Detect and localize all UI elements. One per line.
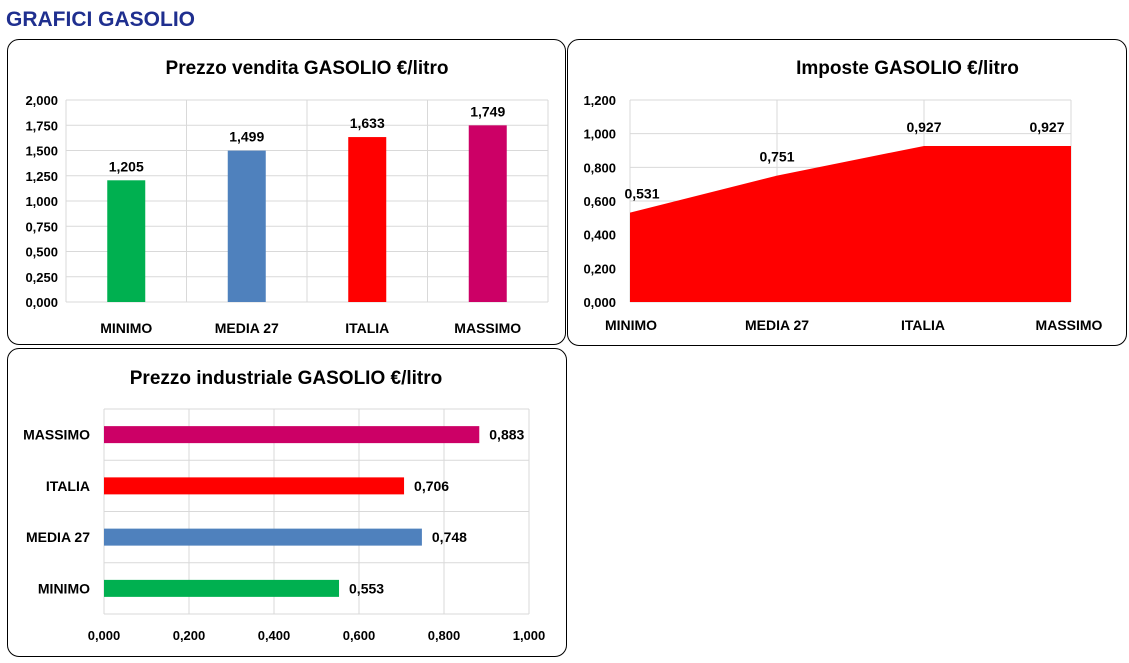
data-label: 0,553 <box>349 580 384 596</box>
data-label: 0,883 <box>489 427 524 443</box>
data-label: 1,749 <box>470 103 505 119</box>
bar-minimo <box>104 579 340 597</box>
x-tick-label: 1,000 <box>513 628 546 643</box>
page-title: GRAFICI GASOLIO <box>6 8 195 31</box>
y-tick-label: MINIMO <box>38 580 90 596</box>
x-tick-label: 0,600 <box>343 628 376 643</box>
bar-media-27 <box>227 150 266 302</box>
x-tick-label: MEDIA 27 <box>745 317 809 333</box>
y-tick-label: 0,600 <box>583 194 616 209</box>
chart-title: Prezzo industriale GASOLIO €/litro <box>130 368 443 389</box>
x-tick-label: ITALIA <box>345 320 389 336</box>
bar-massimo <box>104 426 480 444</box>
x-tick-label: MASSIMO <box>454 320 521 336</box>
hbar-chart-prezzo-industriale: Prezzo industriale GASOLIO €/litro 0,000 0… <box>23 368 546 643</box>
chart-panel-prezzo-industriale: Prezzo industriale GASOLIO €/litro 0,000 0… <box>7 348 567 657</box>
data-label: 1,499 <box>229 129 264 145</box>
y-tick-label: 1,200 <box>583 93 616 108</box>
x-tick-label: 0,400 <box>258 628 291 643</box>
y-tick-label: 1,000 <box>583 127 616 142</box>
chart-title: Imposte GASOLIO €/litro <box>796 58 1019 79</box>
chart-title: Prezzo vendita GASOLIO €/litro <box>166 58 449 79</box>
y-tick-label: 0,000 <box>583 295 616 310</box>
bar-massimo <box>468 125 507 302</box>
data-label: 0,927 <box>906 119 941 135</box>
x-tick-label: MEDIA 27 <box>215 320 279 336</box>
data-label: 0,751 <box>759 149 794 165</box>
x-tick-label: MASSIMO <box>1036 317 1103 333</box>
y-tick-label: 1,750 <box>25 118 58 133</box>
y-tick-label: MASSIMO <box>23 427 90 443</box>
area-chart-imposte: Imposte GASOLIO €/litro 0,000 0,200 0,400 0,… <box>583 58 1103 333</box>
data-label: 0,927 <box>1029 119 1064 135</box>
x-tick-label: 0,000 <box>88 628 121 643</box>
y-tick-label: 0,200 <box>583 261 616 276</box>
x-tick-label: MINIMO <box>605 317 657 333</box>
area-series <box>630 145 1071 302</box>
y-tick-label: MEDIA 27 <box>26 529 90 545</box>
y-tick-label: 0,500 <box>25 245 58 260</box>
y-tick-label: 1,250 <box>25 169 58 184</box>
y-tick-label: 1,500 <box>25 144 58 159</box>
data-label: 1,633 <box>350 115 385 131</box>
bar-media-27 <box>104 528 422 546</box>
y-tick-label: 0,000 <box>25 295 58 310</box>
x-tick-label: ITALIA <box>901 317 945 333</box>
y-tick-label: 0,250 <box>25 270 58 285</box>
chart-panel-imposte: Imposte GASOLIO €/litro 0,000 0,200 0,400 0,… <box>567 39 1127 346</box>
y-tick-label: 2,000 <box>25 93 58 108</box>
data-label: 0,706 <box>414 478 449 494</box>
x-tick-label: 0,200 <box>173 628 206 643</box>
bar-minimo <box>107 180 146 302</box>
bar-italia <box>348 137 387 302</box>
y-tick-label: 0,750 <box>25 219 58 234</box>
bar-italia <box>104 477 405 495</box>
data-label: 1,205 <box>109 158 144 174</box>
x-tick-label: 0,800 <box>428 628 461 643</box>
y-tick-label: ITALIA <box>46 478 90 494</box>
y-tick-label: 0,800 <box>583 160 616 175</box>
data-label: 0,531 <box>624 186 659 202</box>
data-label: 0,748 <box>432 529 467 545</box>
x-tick-label: MINIMO <box>100 320 152 336</box>
y-tick-label: 0,400 <box>583 228 616 243</box>
y-tick-label: 1,000 <box>25 194 58 209</box>
bar-chart-prezzo-vendita: Prezzo vendita GASOLIO €/litro 0,000 0,250… <box>25 58 549 336</box>
chart-panel-prezzo-vendita: Prezzo vendita GASOLIO €/litro 0,000 0,250… <box>7 39 566 345</box>
